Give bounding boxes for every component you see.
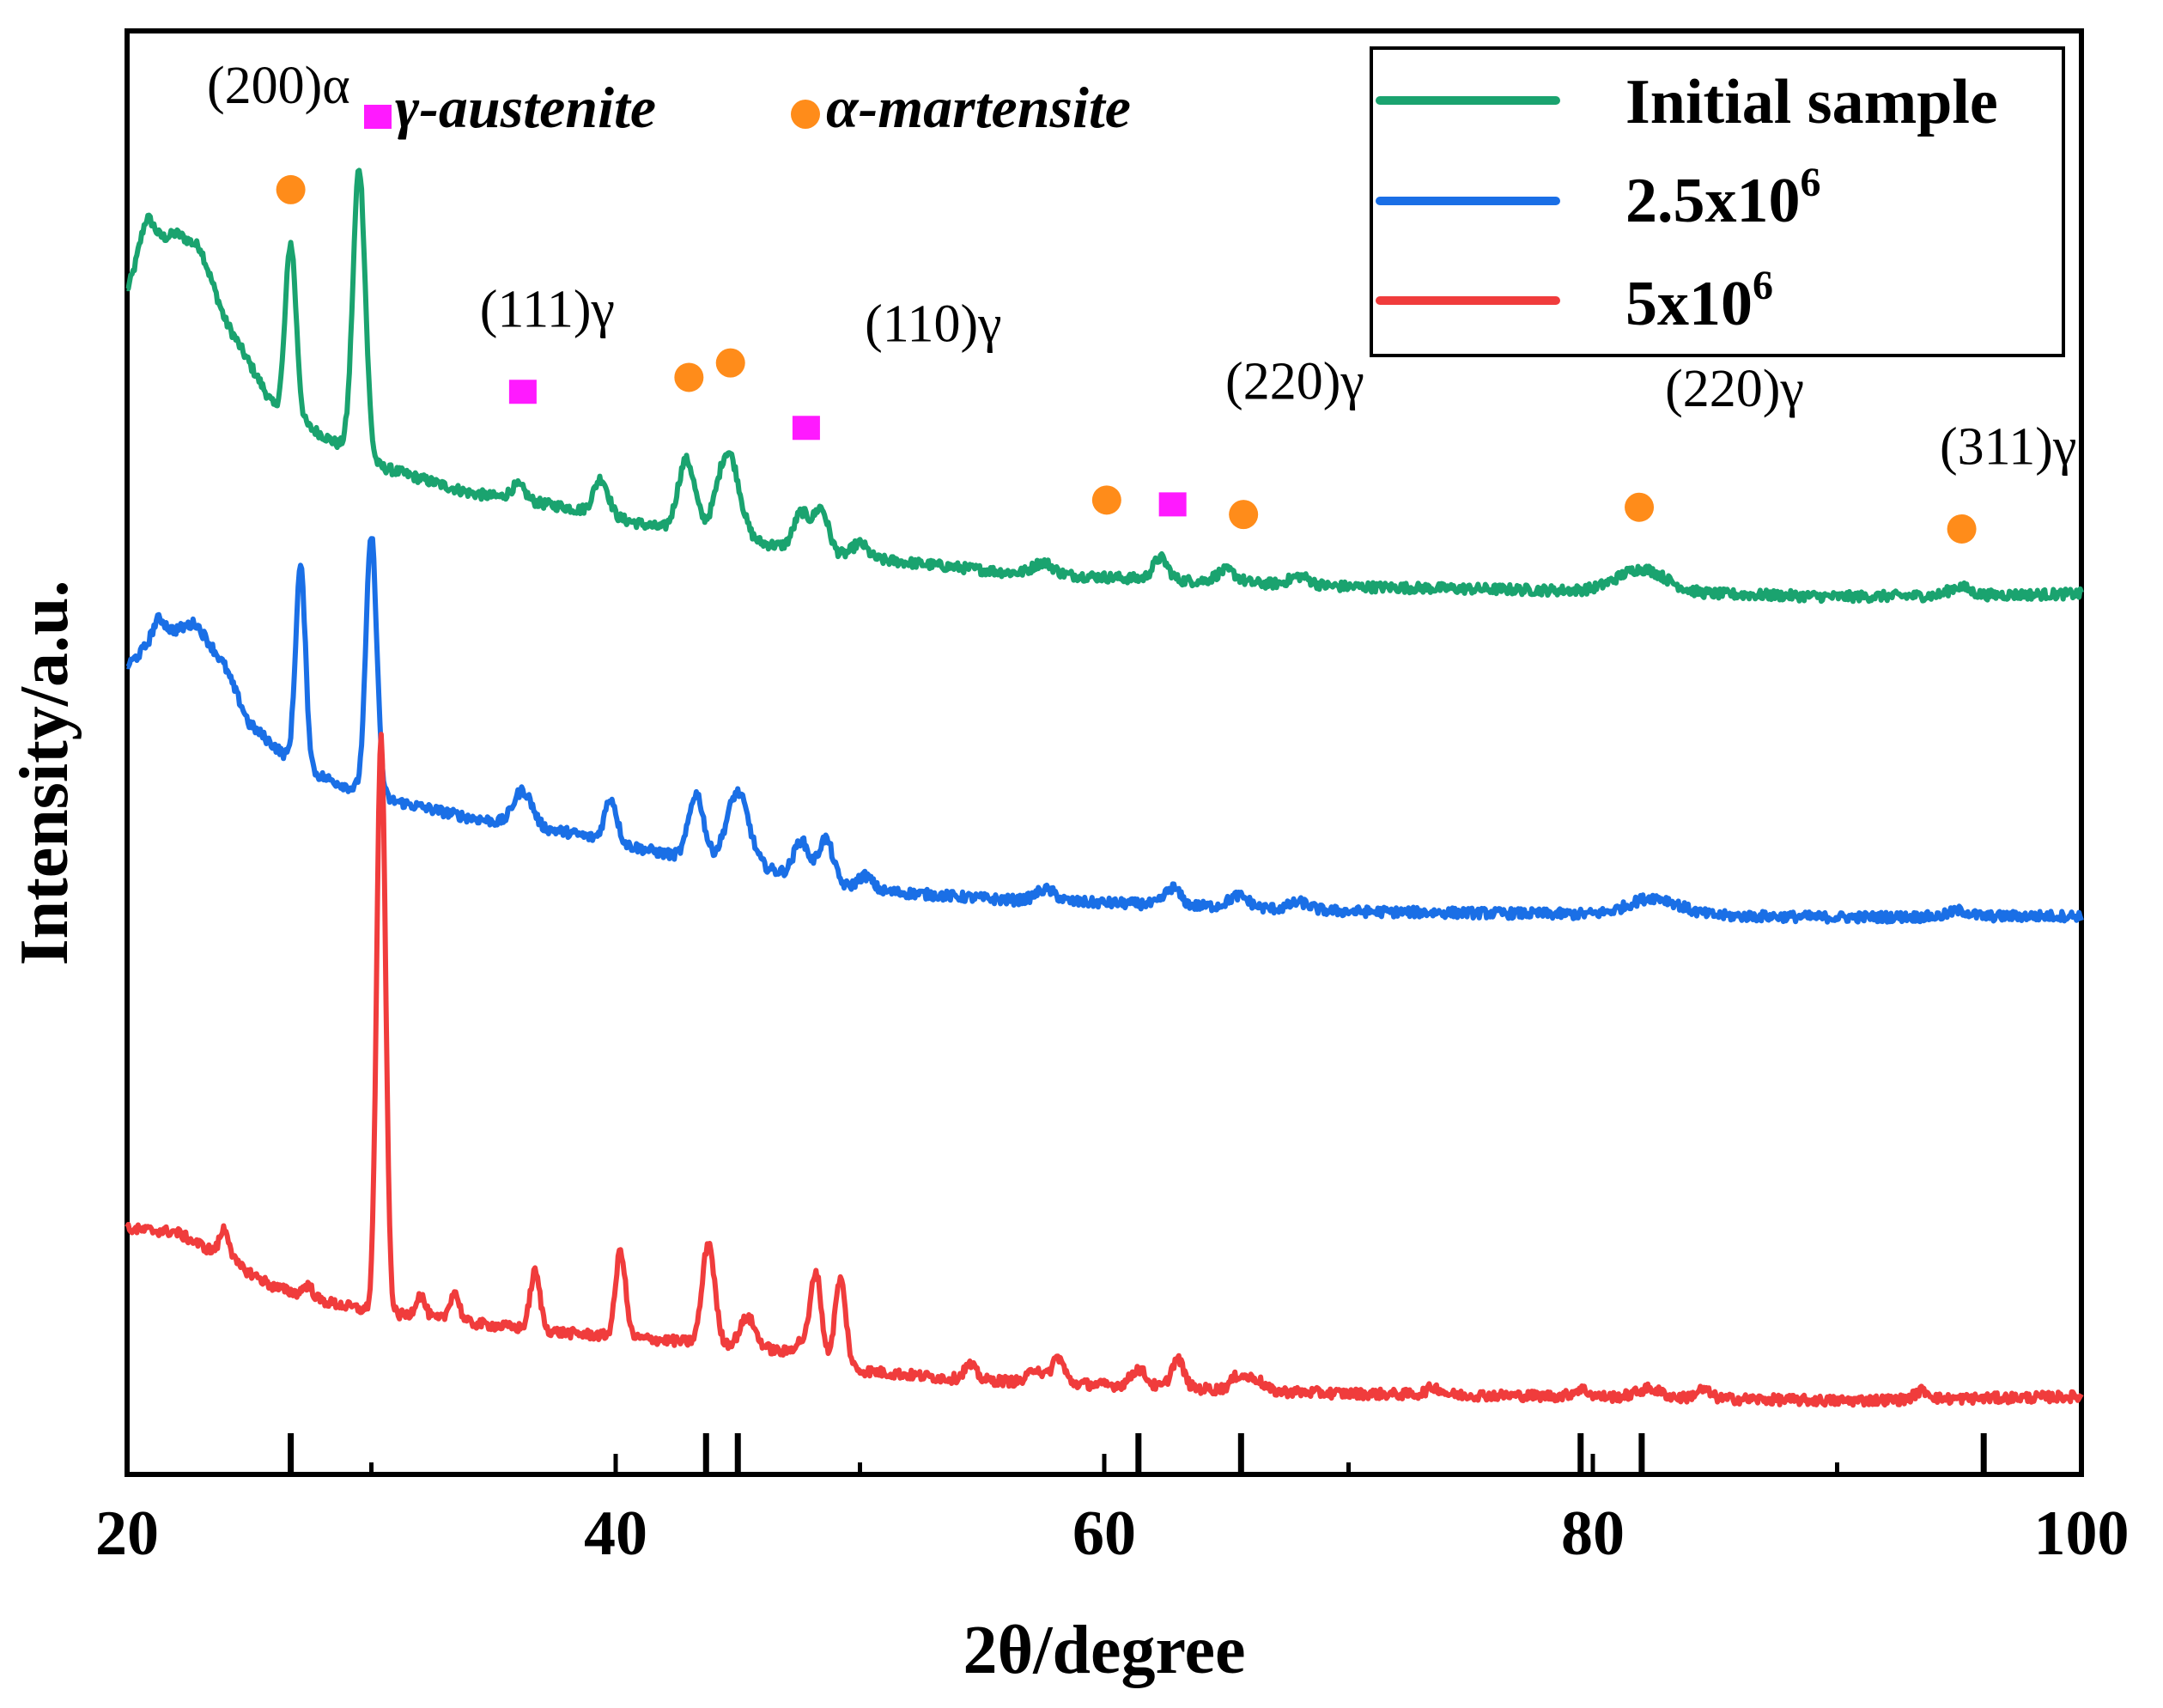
alpha-marker [1229,500,1259,530]
peak-label: (111)γ [480,281,615,339]
peak-labels: (200)α (111)γ (110)γ (220)γ (220)γ (311)γ [207,57,2076,476]
x-tick-label-100: 100 [2034,1498,2130,1569]
series-legend: Initial sample 2.5x106 5x106 [1370,46,2065,357]
legend-label-5e6: 5x106 [1625,263,1773,339]
alpha-marker [715,348,745,378]
marker-legend-label-martensite: α-martensite [826,75,1131,140]
marker-legend-circle [791,100,820,129]
x-tick-labels: 20 40 60 80 100 [95,1498,2130,1569]
marker-legend: γ-austenite α-martensite [364,75,1131,140]
x-axis-title: 2θ/degree [963,1613,1245,1688]
series-line-2 [125,732,2084,1408]
x-axis-ticks [125,1454,2084,1474]
series-line-0 [125,167,2084,605]
gamma-marker [1158,492,1187,517]
legend-label-2p5e6: 2.5x106 [1625,160,1821,236]
alpha-marker [1625,492,1655,522]
legend-label-initial: Initial sample [1625,67,1998,137]
peak-label: (200)α [207,57,350,115]
phase-markers [276,174,1977,544]
peak-label: (220)γ [1225,353,1364,411]
alpha-marker [1947,514,1977,544]
y-axis-title: Intensity/a.u. [7,580,82,966]
alpha-marker [1091,485,1121,515]
peak-label: (110)γ [865,295,1001,353]
gamma-marker [792,416,820,441]
peak-label: (220)γ [1665,360,1804,418]
marker-legend-label-austenite: γ-austenite [395,75,656,140]
marker-legend-square [364,105,392,129]
alpha-marker [276,174,306,204]
x-tick-label-60: 60 [1072,1498,1136,1569]
alpha-marker [674,362,704,392]
x-tick-label-40: 40 [584,1498,647,1569]
reference-sticks [288,1433,1987,1474]
peak-label: (311)γ [1940,417,2076,476]
x-tick-label-20: 20 [95,1498,159,1569]
series-line-1 [125,536,2084,925]
series-layer [125,167,2084,1408]
gamma-marker [508,380,537,404]
x-tick-label-80: 80 [1561,1498,1625,1569]
